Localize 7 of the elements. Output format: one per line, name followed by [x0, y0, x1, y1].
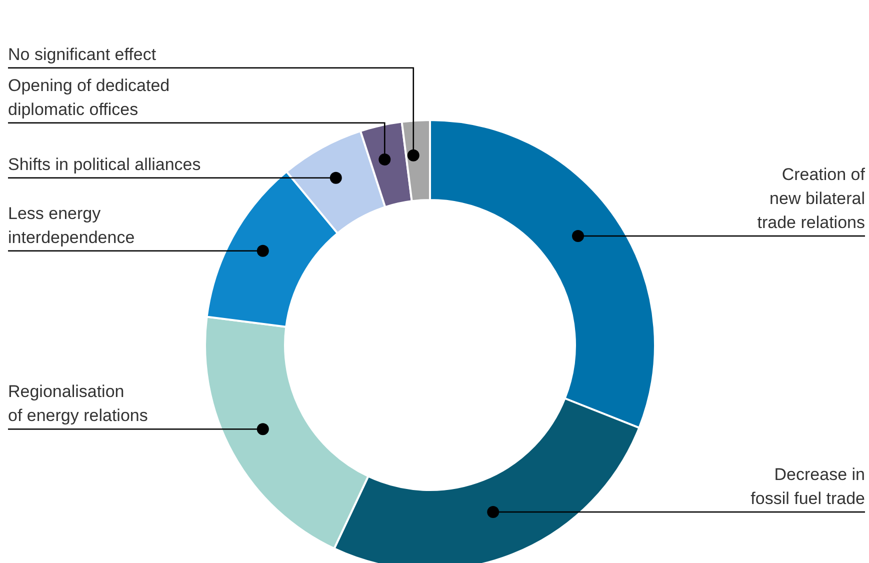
slice-label: Less energy interdependence — [8, 204, 135, 247]
slice-label: Shifts in political alliances — [8, 154, 201, 174]
slice-label: Regionalisation of energy relations — [8, 382, 148, 426]
slice-label: Creation of new bilateral trade relations — [757, 165, 866, 232]
slice-label: Opening of dedicated diplomatic offices — [8, 76, 170, 119]
slice-label: No significant effect — [8, 44, 156, 64]
slice-label: Decrease in fossil fuel trade — [750, 465, 865, 508]
